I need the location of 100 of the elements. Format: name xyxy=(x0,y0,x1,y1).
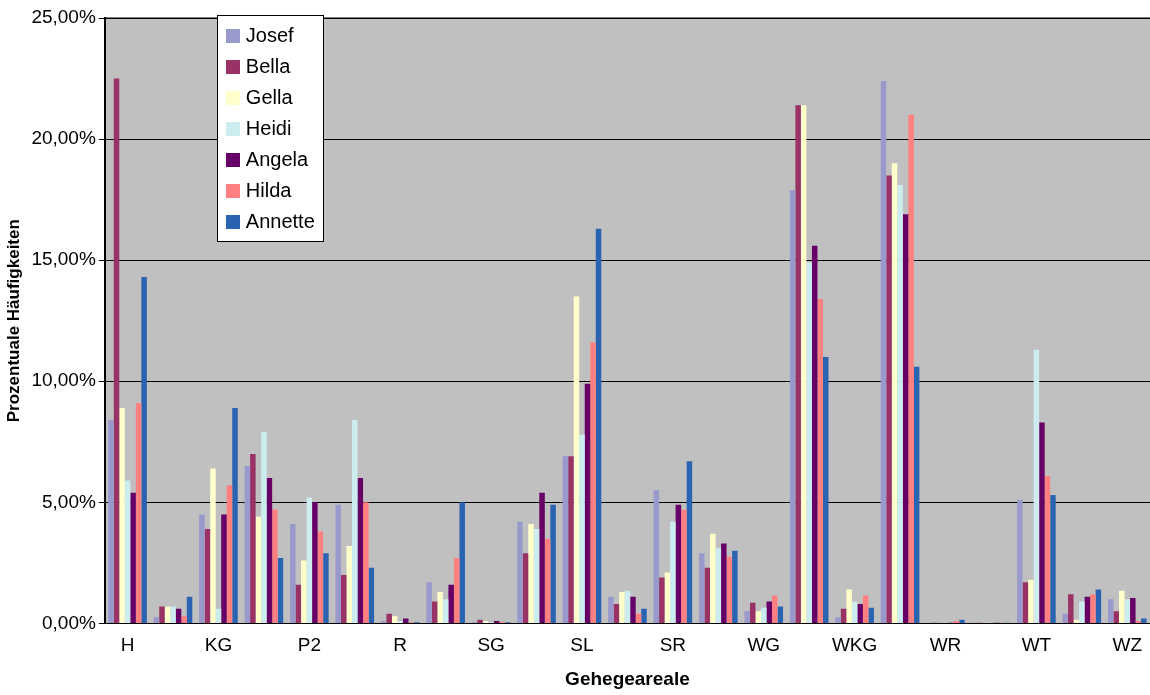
bar xyxy=(562,456,569,623)
bar xyxy=(880,80,887,623)
bar xyxy=(272,509,278,623)
bar xyxy=(584,383,591,623)
bar xyxy=(113,78,120,623)
bar xyxy=(1084,596,1091,623)
bar xyxy=(619,591,625,623)
bar xyxy=(391,616,398,623)
bar xyxy=(715,548,722,623)
bar xyxy=(363,502,369,623)
bar xyxy=(533,528,540,623)
legend-label: Gella xyxy=(245,86,293,109)
x-tick-label: WG xyxy=(747,634,781,656)
x-tick-label: KG xyxy=(204,634,233,656)
bar xyxy=(686,461,693,623)
bar xyxy=(868,607,874,623)
bar xyxy=(897,185,903,623)
legend-label: Annette xyxy=(245,210,315,233)
bar xyxy=(221,514,227,623)
bar xyxy=(335,504,341,623)
bar xyxy=(846,589,852,623)
bar xyxy=(749,602,756,623)
bar xyxy=(721,543,727,623)
bar xyxy=(204,528,211,623)
bar xyxy=(568,456,574,623)
bar xyxy=(835,617,841,623)
bar xyxy=(290,524,296,623)
bar xyxy=(199,514,205,623)
bar xyxy=(959,619,965,623)
bar xyxy=(624,590,631,623)
bar xyxy=(613,604,620,623)
bar xyxy=(681,509,687,623)
bar xyxy=(550,504,556,623)
x-tick-label: WR xyxy=(929,634,962,656)
bar xyxy=(800,105,807,623)
bar xyxy=(579,434,585,623)
bar xyxy=(1090,594,1096,623)
bar xyxy=(590,342,596,623)
bar xyxy=(1033,349,1040,623)
x-tick-label: WT xyxy=(1021,634,1052,656)
bar xyxy=(544,538,551,623)
bar xyxy=(175,608,182,623)
bar xyxy=(732,550,738,623)
bar xyxy=(726,556,733,623)
bar xyxy=(477,619,483,623)
bar xyxy=(317,531,324,623)
bar xyxy=(1079,601,1085,623)
bar xyxy=(840,608,847,623)
bar xyxy=(119,407,125,623)
bar xyxy=(886,175,892,623)
bar xyxy=(1113,611,1119,623)
bar xyxy=(323,553,329,623)
bar xyxy=(453,558,460,623)
bar xyxy=(653,490,660,623)
bar xyxy=(913,366,920,623)
bar xyxy=(891,163,898,623)
bar xyxy=(704,567,711,623)
bar xyxy=(130,492,136,623)
bar xyxy=(1044,475,1051,623)
bar xyxy=(141,277,147,623)
bar xyxy=(772,595,778,623)
legend-label: Heidi xyxy=(245,117,292,140)
y-tick-label: 0,00% xyxy=(41,611,96,633)
bar xyxy=(226,485,233,623)
bar xyxy=(664,572,671,623)
bar xyxy=(186,596,193,623)
bar xyxy=(902,214,909,623)
x-tick-label: WZ xyxy=(1112,634,1143,656)
bar xyxy=(266,478,273,623)
bar xyxy=(135,403,142,623)
bar xyxy=(215,608,222,623)
bar xyxy=(459,502,465,623)
bar xyxy=(124,480,131,623)
bar xyxy=(641,608,647,623)
y-axis-title: Prozentuale Häufigkeiten xyxy=(3,219,23,423)
bar xyxy=(108,419,114,623)
bar xyxy=(164,606,171,623)
bar xyxy=(1119,590,1125,623)
legend-label: Josef xyxy=(245,24,294,47)
bar xyxy=(817,298,823,623)
bar xyxy=(675,504,682,623)
x-tick-label: SL xyxy=(570,634,594,656)
bar xyxy=(795,105,801,623)
bar xyxy=(595,228,602,623)
x-tick-label: H xyxy=(120,634,135,656)
bar xyxy=(528,524,534,623)
bar xyxy=(698,553,705,623)
bar xyxy=(755,611,761,623)
bar xyxy=(1039,422,1045,623)
bar xyxy=(232,407,238,623)
bar xyxy=(301,560,307,623)
bar xyxy=(210,468,216,623)
bar xyxy=(1095,589,1102,623)
bar xyxy=(670,521,676,623)
legend-label: Bella xyxy=(245,55,291,78)
bar xyxy=(170,606,176,623)
bar xyxy=(448,584,454,623)
bar xyxy=(386,613,392,623)
bar xyxy=(295,584,302,623)
bar xyxy=(346,545,353,623)
